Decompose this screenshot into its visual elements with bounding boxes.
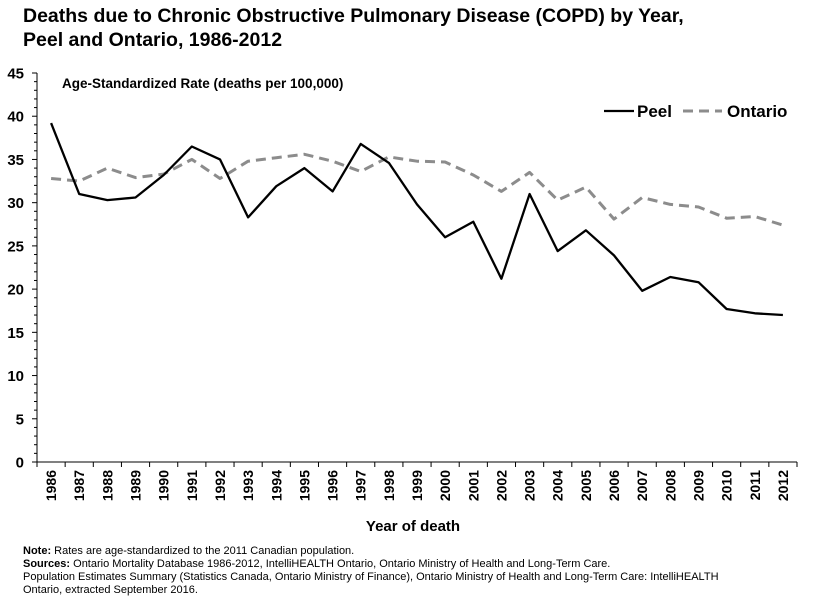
y-tick-label: 15 (7, 325, 24, 342)
x-tick-label: 2007 (634, 470, 650, 501)
x-tick-label: 1998 (381, 470, 397, 501)
sources-line-3: Population Estimates Summary (Statistics… (23, 571, 719, 583)
x-tick-label: 1996 (325, 470, 341, 501)
legend-item-peel: Peel (604, 102, 672, 121)
sources-line: Sources: Ontario Mortality Database 1986… (23, 558, 808, 571)
y-axis-ticks: 0 5 10 15 20 25 30 35 40 45 (7, 66, 24, 472)
note-line: Note: Rates are age-standardized to the … (23, 545, 808, 558)
x-tick-label: 2002 (493, 470, 509, 501)
chart-axes (32, 72, 798, 467)
series-lines (50, 122, 784, 317)
legend-label: Peel (637, 102, 672, 121)
x-tick-label: 2012 (775, 470, 791, 501)
y-tick-label: 0 (16, 455, 24, 472)
chart-notes: Note: Rates are age-standardized to the … (23, 545, 808, 597)
y-tick-label: 40 (7, 109, 24, 126)
x-tick-label: 1990 (156, 470, 172, 501)
y-tick-label: 25 (7, 238, 24, 255)
x-tick-label: 2000 (437, 470, 453, 501)
y-axis-label: Age-Standardized Rate (deaths per 100,00… (62, 76, 343, 91)
x-tick-label: 1992 (212, 470, 228, 501)
chart-title-line-1: Deaths due to Chronic Obstructive Pulmon… (23, 5, 684, 27)
legend-label: Ontario (727, 102, 787, 121)
x-tick-label: 1986 (43, 470, 59, 501)
x-tick-label: 2006 (606, 470, 622, 501)
x-tick-label: 2009 (690, 470, 706, 501)
x-tick-label: 2003 (522, 470, 538, 501)
y-tick-label: 30 (7, 195, 24, 212)
legend-item-ontario: Ontario (683, 102, 787, 121)
x-tick-label: 1997 (353, 470, 369, 501)
chart-title-line-2: Peel and Ontario, 1986-2012 (23, 29, 283, 51)
x-axis-label: Year of death (366, 518, 460, 535)
x-axis-ticks: 1986 1987 1988 1989 1990 1991 1992 1993 1994 1995… (43, 470, 791, 501)
x-tick-label: 2001 (465, 470, 481, 501)
x-tick-label: 1994 (268, 470, 284, 501)
sources-label: Sources: (23, 558, 71, 570)
series-line-peel (50, 122, 783, 317)
series-line-ontario (50, 152, 784, 227)
x-tick-label: 2011 (747, 470, 763, 501)
sources-line-4: Ontario, extracted September 2016. (23, 584, 198, 596)
x-tick-label: 2004 (550, 470, 566, 501)
sources-text: Ontario Mortality Database 1986-2012, In… (70, 558, 611, 570)
note-text: Rates are age-standardized to the 2011 C… (51, 545, 355, 557)
note-label: Note: (23, 545, 52, 557)
x-tick-label: 1995 (296, 470, 312, 501)
chart-legend: Peel Ontario (604, 102, 787, 121)
y-tick-label: 10 (7, 368, 24, 385)
x-tick-label: 1989 (128, 470, 144, 501)
y-tick-label: 35 (7, 152, 24, 169)
x-tick-label: 1988 (99, 470, 115, 501)
y-tick-label: 45 (7, 66, 24, 83)
x-tick-label: 1987 (71, 470, 87, 501)
x-tick-label: 2005 (578, 470, 594, 501)
chart-title: Deaths due to Chronic Obstructive Pulmon… (23, 4, 803, 52)
x-tick-label: 1999 (409, 470, 425, 501)
x-tick-label: 2008 (662, 470, 678, 501)
x-tick-label: 1991 (184, 470, 200, 501)
x-tick-label: 2010 (719, 470, 735, 501)
y-tick-label: 5 (16, 411, 24, 428)
x-tick-label: 1993 (240, 470, 256, 501)
y-tick-label: 20 (7, 282, 24, 299)
